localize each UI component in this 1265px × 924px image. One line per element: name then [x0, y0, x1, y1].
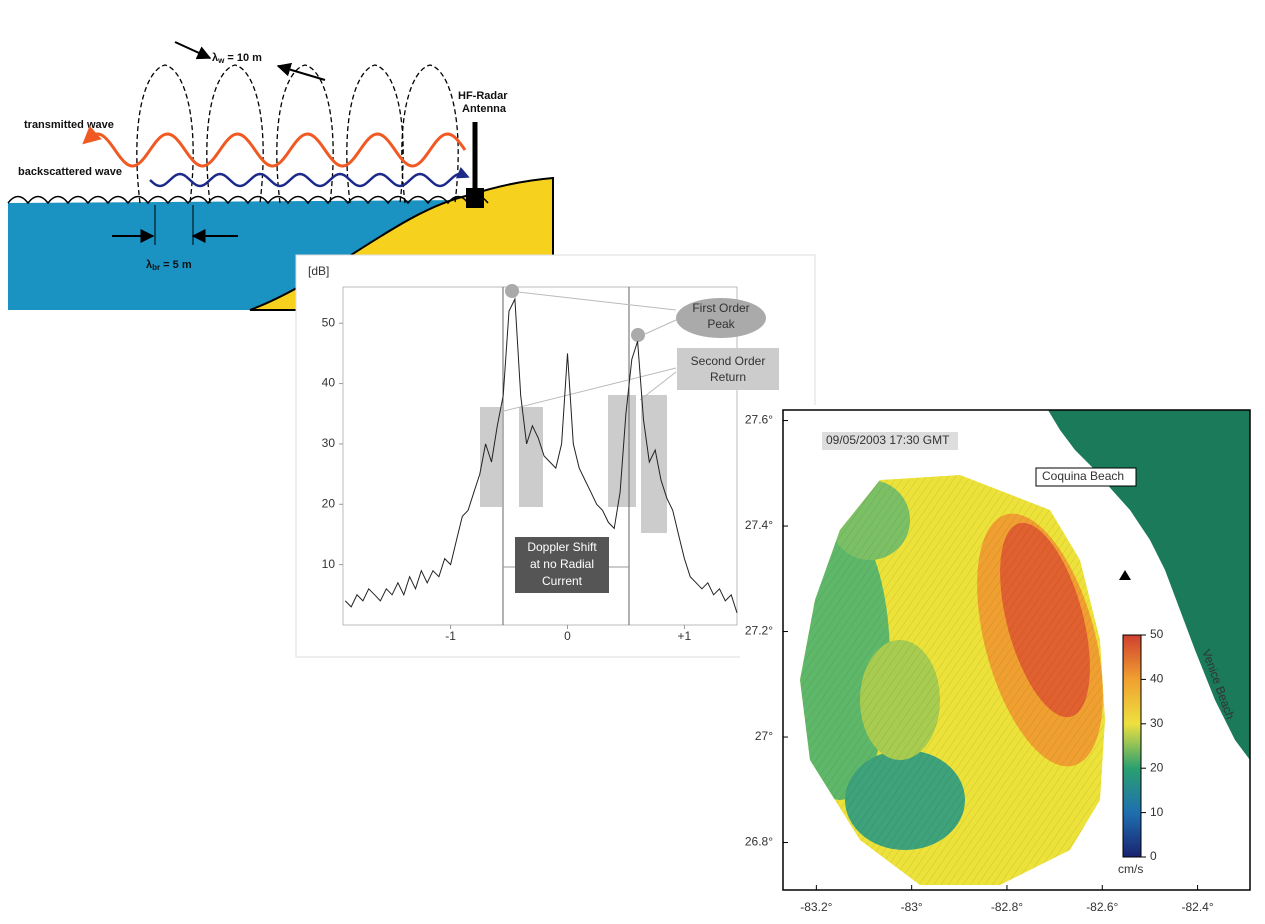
colorbar: [1123, 635, 1141, 857]
label: Antenna: [462, 103, 507, 115]
y-tick-label: 40: [322, 376, 336, 390]
y-tick-label: 30: [322, 436, 336, 450]
timestamp: 09/05/2003 17:30 GMT: [826, 433, 950, 447]
x-tick-label: -82.8°: [991, 900, 1023, 914]
y-tick-label: 27.6°: [745, 413, 773, 427]
y-tick-label: 50: [322, 315, 336, 329]
y-tick-label: 27.4°: [745, 518, 773, 532]
colorbar-label: 30: [1150, 716, 1164, 730]
colorbar-unit: cm/s: [1118, 862, 1143, 876]
label: backscattered wave: [18, 166, 122, 178]
x-tick-label: -1: [445, 629, 456, 643]
annotation: Peak: [707, 317, 735, 331]
annotation: Doppler Shift: [527, 540, 597, 554]
region: [608, 395, 636, 507]
annotation: First Order: [692, 301, 749, 315]
label: HF-Radar: [458, 90, 508, 102]
place: Coquina Beach: [1042, 469, 1124, 483]
spectrum-panel: [dB] First Order Peak Second Order Retur…: [296, 255, 815, 657]
colorbar-label: 20: [1150, 760, 1164, 774]
y-label: [dB]: [308, 264, 329, 278]
x-tick-label: +1: [678, 629, 692, 643]
colorbar-label: 50: [1150, 627, 1164, 641]
y-tick-label: 27°: [755, 729, 773, 743]
region: [519, 407, 543, 507]
annotation: Return: [710, 370, 746, 384]
x-tick-label: -83°: [901, 900, 923, 914]
map-panel: 09/05/2003 17:30 GMT Coquina Beach Venic…: [740, 405, 1265, 924]
x-tick-label: -83.2°: [800, 900, 832, 914]
label: transmitted wave: [24, 119, 114, 131]
y-tick-label: 27.2°: [745, 624, 773, 638]
region: [641, 395, 667, 533]
annotation: Second Order: [691, 354, 766, 368]
x-tick-label: 0: [564, 629, 571, 643]
y-tick-label: 20: [322, 496, 336, 510]
x-tick-label: -82.4°: [1182, 900, 1214, 914]
peak-marker: [505, 284, 519, 298]
colorbar-label: 40: [1150, 672, 1164, 686]
y-tick-label: 26.8°: [745, 835, 773, 849]
figure: transmitted wave backscattered wave HF-R…: [0, 0, 1265, 924]
x-tick-label: -82.6°: [1086, 900, 1118, 914]
colorbar-label: 0: [1150, 849, 1157, 863]
colorbar-label: 10: [1150, 805, 1164, 819]
annotation: at no Radial: [530, 557, 594, 571]
peak-marker: [631, 328, 645, 342]
y-tick-label: 10: [322, 557, 336, 571]
annotation: Current: [542, 574, 583, 588]
